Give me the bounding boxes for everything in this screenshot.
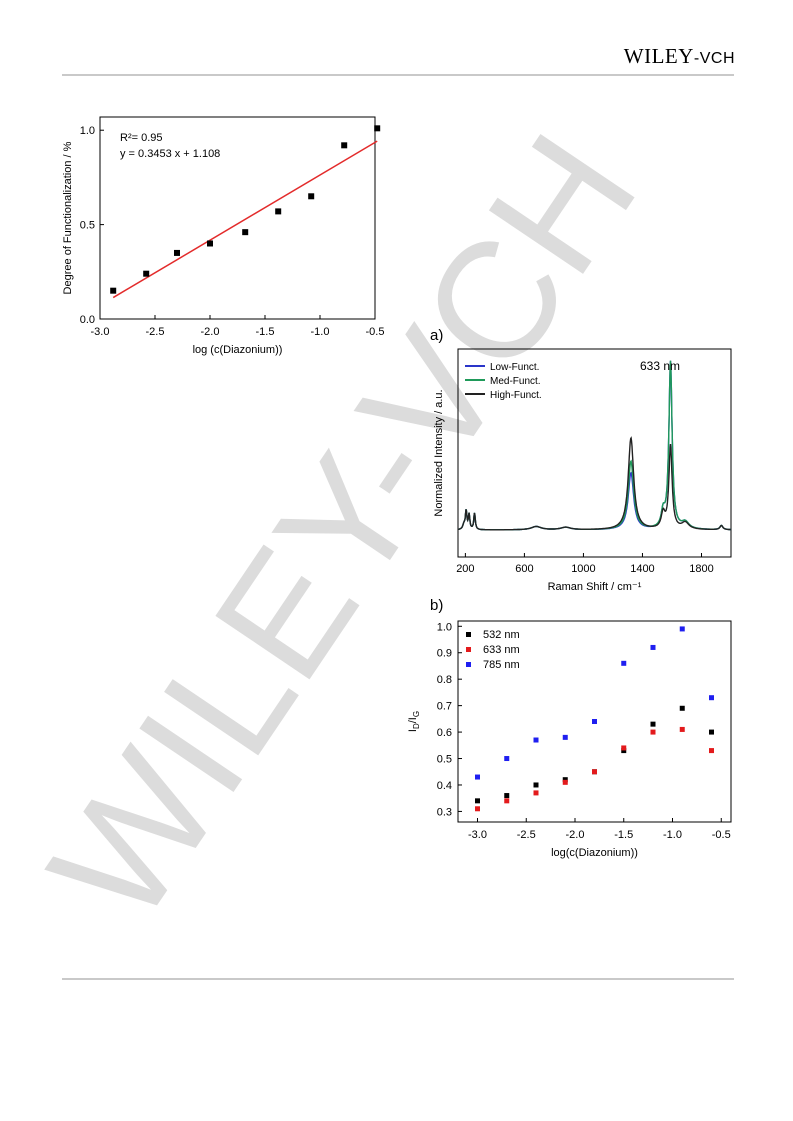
- data-point-532nm: [679, 705, 685, 711]
- y-tick-label: 0.4: [437, 780, 452, 792]
- panel-a-label: a): [430, 327, 444, 344]
- data-point-785nm: [709, 695, 714, 701]
- x-axis-label: Raman Shift / cm⁻¹: [548, 581, 642, 593]
- data-point-785nm: [621, 660, 627, 666]
- y-axis-label: ID/IG: [407, 711, 421, 732]
- legend-label: 633 nm: [483, 644, 520, 656]
- data-point-633nm: [709, 748, 714, 754]
- footer-rule: [62, 978, 734, 980]
- data-point: [308, 193, 315, 200]
- data-point: [341, 142, 348, 149]
- spectrum-line-high-funct: [458, 436, 731, 531]
- r2-annotation: R²= 0.95: [120, 132, 163, 144]
- x-tick-label: -0.5: [366, 326, 385, 338]
- y-tick-label: 1.0: [80, 125, 95, 137]
- fit-line: [112, 140, 378, 299]
- data-point: [374, 125, 381, 132]
- y-tick-label: 0.5: [80, 220, 95, 232]
- data-point-785nm: [533, 737, 539, 743]
- legend-label: Med-Funct.: [490, 376, 541, 387]
- data-point: [242, 229, 249, 236]
- data-point-633nm: [475, 806, 480, 812]
- data-point: [174, 249, 180, 256]
- data-point-532nm: [504, 793, 510, 799]
- data-point-532nm: [709, 729, 714, 735]
- x-tick-label: -3.0: [468, 829, 487, 841]
- plot-frame: [457, 620, 732, 823]
- x-tick-label: -2.5: [517, 829, 536, 841]
- data-point-532nm: [562, 777, 568, 783]
- data-point-532nm: [533, 782, 539, 788]
- data-point-785nm: [562, 734, 568, 740]
- x-tick-label: -2.0: [566, 829, 585, 841]
- legend-label: High-Funct.: [490, 390, 542, 401]
- data-point-633nm: [621, 745, 627, 751]
- data-point-785nm: [475, 774, 480, 780]
- x-tick-label: 1000: [571, 563, 595, 575]
- data-point-785nm: [679, 626, 685, 632]
- y-tick-label: 0.7: [437, 701, 452, 713]
- y-tick-label: 0.6: [437, 727, 452, 739]
- data-point-532nm: [650, 721, 656, 727]
- y-axis-label: Degree of Functionalization / %: [62, 141, 74, 294]
- data-point-633nm: [533, 790, 539, 796]
- data-point-633nm: [562, 779, 568, 785]
- panel-b-label: b): [430, 597, 444, 614]
- y-tick-label: 0.0: [80, 314, 95, 326]
- y-tick-label: 0.3: [437, 806, 452, 818]
- y-tick-label: 0.9: [437, 648, 452, 660]
- legend-swatch: [466, 662, 471, 667]
- data-point: [275, 208, 282, 215]
- equation-annotation: y = 0.3453 x + 1.108: [120, 148, 220, 160]
- data-point-785nm: [650, 644, 656, 650]
- x-tick-label: -3.0: [91, 326, 110, 338]
- header-rule: [62, 74, 734, 76]
- data-point-532nm: [475, 798, 480, 804]
- data-point: [110, 287, 117, 294]
- data-point-633nm: [679, 726, 685, 732]
- legend-label: 785 nm: [483, 659, 520, 671]
- publisher-logo: WILEY-VCH: [623, 44, 735, 68]
- data-point-633nm: [592, 769, 597, 775]
- x-axis-label: log (c(Diazonium)): [193, 344, 283, 356]
- x-tick-label: -0.5: [712, 829, 731, 841]
- x-tick-label: -1.5: [256, 326, 275, 338]
- plot-frame: [457, 348, 732, 558]
- laser-annotation: 633 nm: [640, 359, 680, 373]
- data-point-785nm: [592, 719, 597, 724]
- data-point: [207, 240, 213, 247]
- data-point: [143, 270, 150, 277]
- x-tick-label: 600: [515, 563, 533, 575]
- x-tick-label: -1.0: [663, 829, 682, 841]
- x-tick-label: 1800: [689, 563, 713, 575]
- x-tick-label: -2.5: [146, 326, 165, 338]
- plot-frame: [99, 116, 376, 320]
- x-tick-label: 200: [456, 563, 474, 575]
- x-tick-label: 1400: [630, 563, 654, 575]
- x-axis-label: log(c(Diazonium)): [551, 847, 638, 859]
- data-point-785nm: [504, 756, 510, 762]
- legend-label: Low-Funct.: [490, 362, 539, 373]
- y-tick-label: 1.0: [437, 621, 452, 633]
- legend-label: 532 nm: [483, 629, 520, 641]
- y-tick-label: 0.8: [437, 674, 452, 686]
- data-point-633nm: [650, 729, 656, 735]
- data-point-532nm: [621, 748, 627, 754]
- data-point-633nm: [504, 798, 510, 804]
- y-tick-label: 0.5: [437, 754, 452, 766]
- y-axis-label: Normalized Intensity / a.u.: [433, 389, 445, 516]
- legend-swatch: [466, 647, 471, 652]
- x-tick-label: -1.0: [311, 326, 330, 338]
- x-tick-label: -1.5: [614, 829, 633, 841]
- x-tick-label: -2.0: [201, 326, 220, 338]
- legend-swatch: [466, 632, 471, 637]
